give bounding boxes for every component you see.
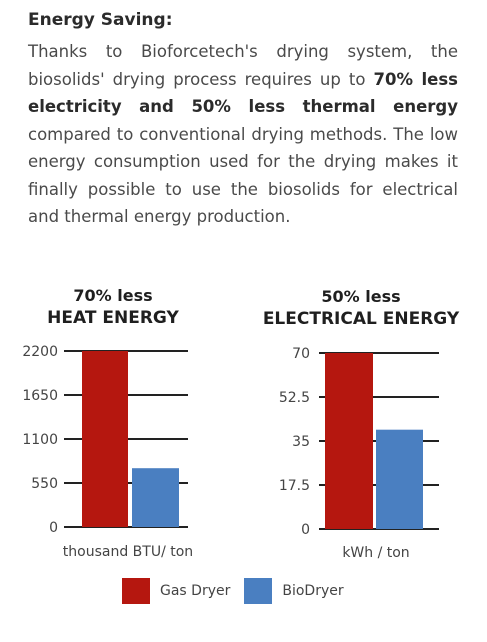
heat-bar-biodryer bbox=[132, 468, 179, 527]
electrical-ytick-label: 17.5 bbox=[279, 478, 310, 494]
heat-chart-title-line1: 70% less bbox=[73, 286, 153, 305]
electrical-x-axis-label: kWh / ton bbox=[342, 545, 409, 561]
electrical-ytick-label: 35 bbox=[292, 434, 310, 450]
legend-swatch-gas-dryer bbox=[122, 578, 150, 604]
intro-text-after: compared to conventional drying methods.… bbox=[28, 124, 458, 227]
electrical-energy-chart: 0 17.5 35 52.5 70 kWh / ton bbox=[279, 346, 439, 561]
heat-bar-gas-dryer bbox=[82, 351, 128, 527]
electrical-ytick-label: 0 bbox=[301, 522, 310, 538]
intro-text-before: Thanks to Bioforcetech's drying system, … bbox=[28, 42, 458, 89]
heat-ytick-label: 1650 bbox=[22, 388, 58, 404]
electrical-ytick-label: 70 bbox=[292, 346, 310, 362]
intro-text-bold: 70% less electricity and 50% less therma… bbox=[28, 69, 458, 117]
electrical-chart-title-line2: ELECTRICAL ENERGY bbox=[262, 309, 460, 329]
heat-x-axis-label: thousand BTU/ ton bbox=[63, 544, 193, 560]
heat-ytick-label: 1100 bbox=[22, 432, 58, 448]
legend-swatch-biodryer bbox=[244, 578, 273, 604]
heat-ytick-label: 0 bbox=[49, 520, 58, 536]
heat-chart-title-line2: HEAT ENERGY bbox=[47, 308, 179, 328]
legend-item-gas-dryer: Gas Dryer bbox=[122, 578, 230, 604]
electrical-ytick-label: 52.5 bbox=[279, 390, 310, 406]
electrical-chart-title: 50% less ELECTRICAL ENERGY bbox=[246, 285, 476, 331]
electrical-chart-title-line1: 50% less bbox=[321, 287, 401, 306]
legend-item-biodryer: BioDryer bbox=[244, 578, 344, 604]
heat-ytick-label: 2200 bbox=[22, 344, 58, 360]
heat-chart-title: 70% less HEAT ENERGY bbox=[30, 284, 196, 330]
electrical-bar-gas-dryer bbox=[325, 353, 373, 529]
electrical-bar-biodryer bbox=[376, 429, 423, 529]
chart-legend: Gas Dryer BioDryer bbox=[122, 578, 358, 604]
heat-energy-chart: 0 550 1100 1650 2200 thousand BTU/ ton bbox=[22, 344, 193, 560]
intro-paragraph: Thanks to Bioforcetech's drying system, … bbox=[28, 38, 458, 231]
section-heading: Energy Saving: bbox=[28, 10, 173, 30]
legend-label-gas-dryer: Gas Dryer bbox=[160, 583, 231, 599]
heat-ytick-label: 550 bbox=[31, 476, 58, 492]
legend-label-biodryer: BioDryer bbox=[282, 583, 344, 599]
